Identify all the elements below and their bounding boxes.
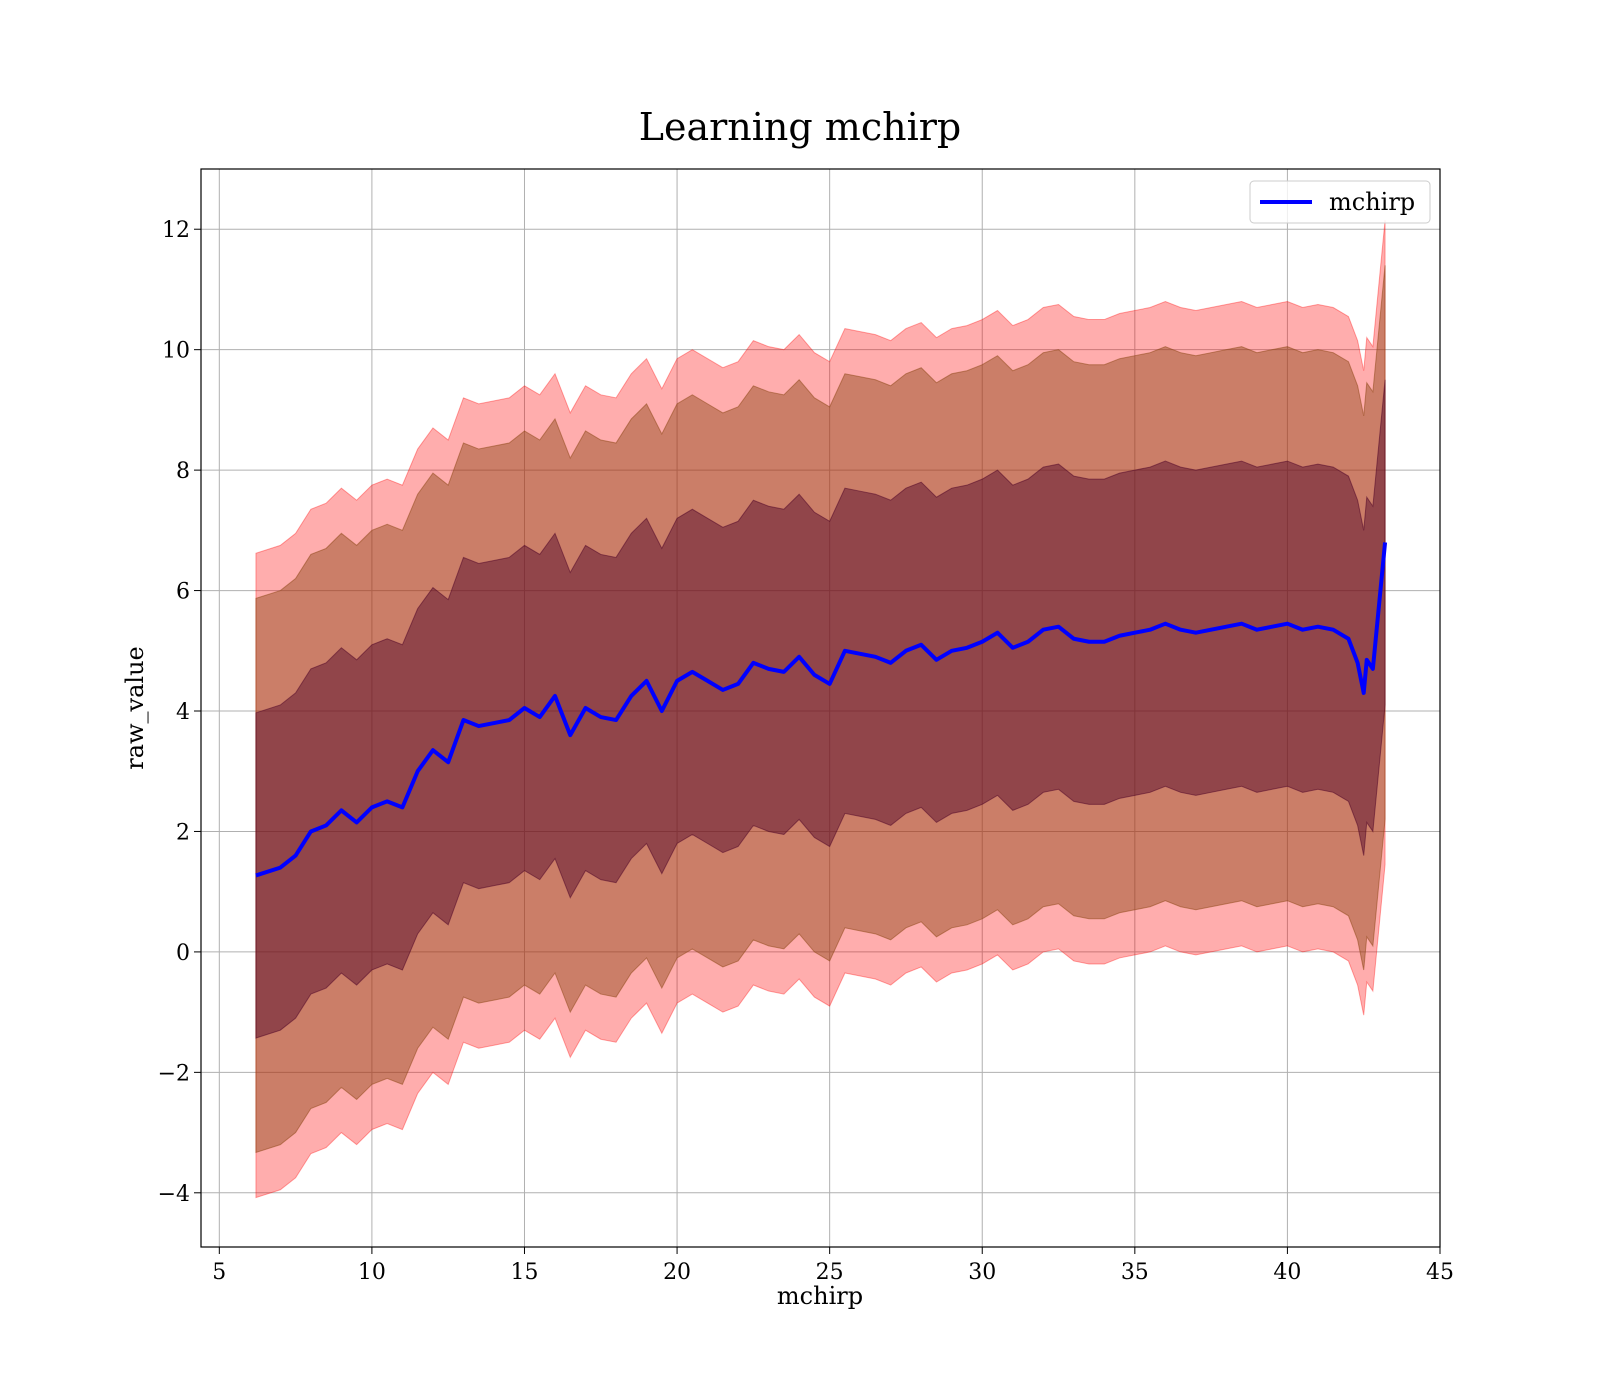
x-axis-label: mchirp [777, 1282, 863, 1310]
y-tick-label: 12 [162, 218, 190, 243]
x-axis: 5 10 15 20 25 30 35 40 45 [212, 1247, 1454, 1285]
legend: mchirp [1249, 180, 1431, 224]
bands [255, 220, 1386, 1199]
band-middle [255, 265, 1386, 1154]
y-tick-label: 10 [162, 339, 190, 364]
x-tick-label: 30 [968, 1260, 996, 1285]
y-tick-label: −4 [158, 1182, 190, 1207]
x-tick-label: 35 [1121, 1260, 1149, 1285]
y-tick-label: 2 [176, 820, 190, 845]
x-tick-label: 45 [1426, 1260, 1454, 1285]
y-tick-label: 8 [176, 459, 190, 484]
series-line-mchirp [255, 542, 1388, 878]
band-inner [255, 379, 1386, 1039]
x-tick-label: 40 [1273, 1260, 1301, 1285]
x-tick-label: 5 [212, 1260, 226, 1285]
band-outer [255, 220, 1386, 1199]
legend-box [1249, 180, 1431, 224]
chart-title: Learning mchirp [639, 105, 961, 149]
y-tick-label: −2 [158, 1061, 190, 1086]
y-axis-label: raw_value [121, 646, 149, 770]
y-tick-label: 4 [176, 700, 190, 725]
x-tick-label: 25 [816, 1260, 844, 1285]
x-tick-label: 20 [663, 1260, 691, 1285]
legend-label: mchirp [1329, 188, 1415, 216]
y-tick-label: 6 [176, 580, 190, 605]
x-tick-label: 15 [510, 1260, 538, 1285]
y-tick-label: 0 [176, 941, 190, 966]
lines [255, 542, 1388, 878]
y-axis: −4 −2 0 2 4 6 8 10 12 [158, 218, 201, 1207]
plot-frame [200, 168, 1441, 1248]
x-tick-label: 10 [358, 1260, 386, 1285]
